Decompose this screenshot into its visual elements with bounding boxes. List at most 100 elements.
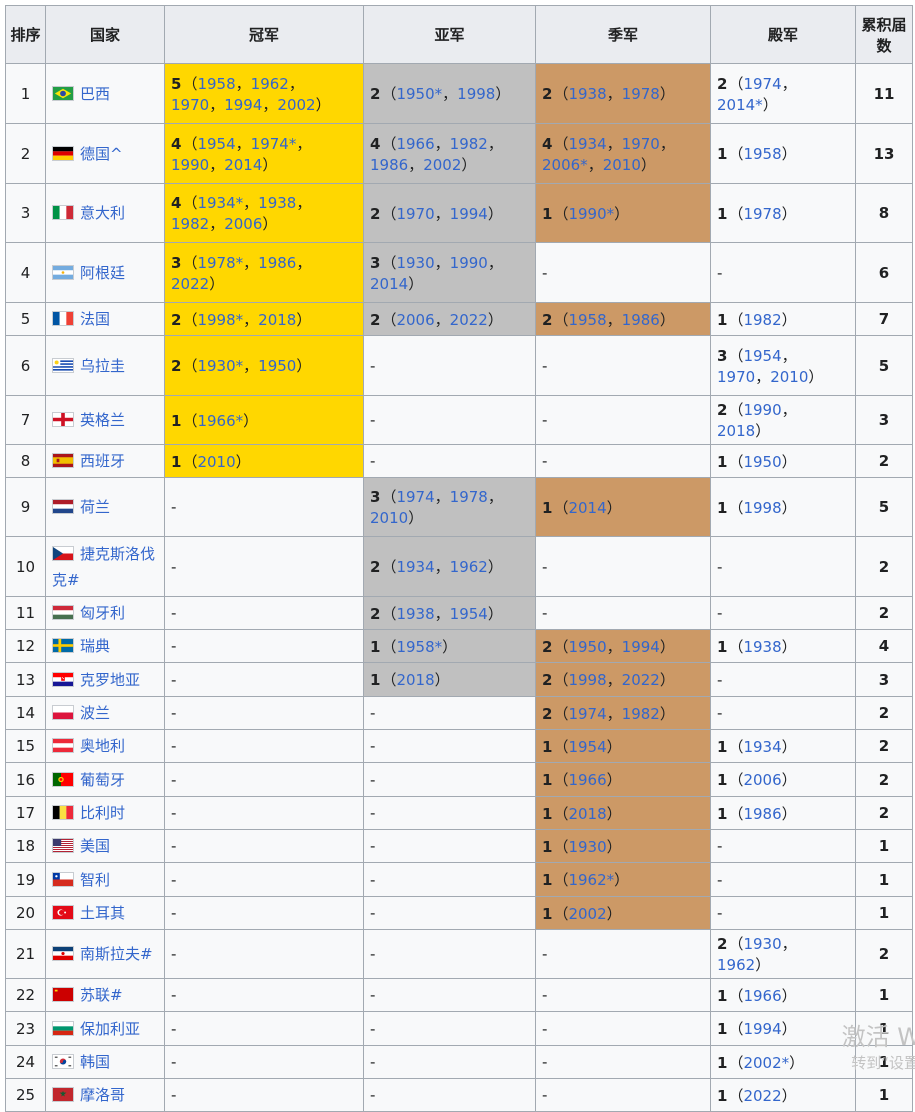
year-link[interactable]: 1958 [568,310,607,329]
year-link[interactable]: 1990 [743,401,782,419]
country-link[interactable]: 乌拉圭 [80,356,126,375]
year-link[interactable]: 1982 [621,704,660,723]
year-link[interactable]: 1982 [743,310,782,329]
year-link[interactable]: 1974 [396,488,435,506]
year-link[interactable]: 2022 [621,671,660,689]
year-link[interactable]: 1994 [743,1020,782,1038]
year-link[interactable]: 1998 [743,498,782,517]
country-link[interactable]: 奥地利 [80,737,126,755]
year-link[interactable]: 1990 [449,253,488,272]
year-link[interactable]: 1950 [743,452,782,471]
country-link[interactable]: 巴西 [80,84,111,103]
year-link[interactable]: 1934 [743,737,782,756]
country-link[interactable]: 苏联# [80,986,123,1004]
year-link[interactable]: 2018 [568,804,607,823]
year-link[interactable]: 2014* [717,95,763,114]
country-link[interactable]: 法国 [80,310,111,328]
year-link[interactable]: 1986 [370,155,409,174]
year-link[interactable]: 1930 [743,935,782,953]
country-link[interactable]: 韩国 [80,1053,111,1071]
year-link[interactable]: 1974 [743,74,782,93]
year-link[interactable]: 1994 [224,95,263,114]
year-link[interactable]: 1998 [457,85,496,103]
year-link[interactable]: 1954 [743,346,782,365]
year-link[interactable]: 2018 [258,310,297,329]
year-link[interactable]: 1978* [197,253,244,272]
year-link[interactable]: 2010 [370,509,409,527]
year-link[interactable]: 1994 [449,204,488,223]
year-link[interactable]: 2002* [743,1053,790,1072]
year-link[interactable]: 1966 [743,986,782,1005]
country-link[interactable]: 智利 [80,870,111,889]
country-link[interactable]: 阿根廷 [80,263,126,282]
year-link[interactable]: 2022 [449,310,488,329]
year-link[interactable]: 1934* [197,194,244,212]
country-link[interactable]: 美国 [80,837,111,855]
year-link[interactable]: 2010 [197,452,236,471]
country-link[interactable]: 意大利 [80,204,126,222]
year-link[interactable]: 1958* [396,637,443,656]
year-link[interactable]: 2002 [277,95,316,114]
country-link[interactable]: 保加利亚 [80,1019,141,1038]
country-link[interactable]: 波兰 [80,704,111,722]
year-link[interactable]: 1982 [171,215,210,233]
year-link[interactable]: 2006 [396,310,435,329]
year-link[interactable]: 1958 [743,145,782,163]
year-link[interactable]: 1962* [568,871,615,889]
header-rank[interactable]: 排序 [5,5,46,64]
country-link[interactable]: 西班牙 [80,452,126,470]
year-link[interactable]: 1986 [258,253,297,272]
year-link[interactable]: 1982 [449,134,488,153]
year-link[interactable]: 1990* [568,204,615,223]
year-link[interactable]: 2022 [171,274,210,293]
country-link[interactable]: 荷兰 [80,498,111,516]
year-link[interactable]: 1950 [568,637,607,656]
year-link[interactable]: 1990 [171,155,210,174]
year-link[interactable]: 1958 [197,74,236,93]
year-link[interactable]: 1974 [568,704,607,723]
year-link[interactable]: 2014 [370,274,409,293]
year-link[interactable]: 1954 [449,604,488,623]
year-link[interactable]: 1978 [621,85,660,103]
country-link[interactable]: 瑞典 [80,637,111,655]
year-link[interactable]: 1978 [449,488,488,506]
year-link[interactable]: 1934 [568,134,607,153]
header-country[interactable]: 国家 [45,5,165,64]
year-link[interactable]: 1966* [197,411,244,430]
year-link[interactable]: 1998 [568,671,607,689]
year-link[interactable]: 1962 [717,956,756,974]
year-link[interactable]: 1950 [258,357,297,375]
year-link[interactable]: 1986 [621,310,660,329]
country-link[interactable]: 匈牙利 [80,604,126,622]
year-link[interactable]: 2002 [423,155,462,174]
country-link[interactable]: 捷克斯洛伐克# [52,544,156,589]
year-link[interactable]: 1970 [717,367,756,386]
year-link[interactable]: 2006* [542,155,588,174]
year-link[interactable]: 1938 [258,194,297,212]
year-link[interactable]: 1938 [568,85,607,103]
year-link[interactable]: 1966 [568,771,607,789]
country-link[interactable]: 摩洛哥 [80,1086,126,1104]
year-link[interactable]: 2018 [396,671,435,689]
year-link[interactable]: 1930 [396,253,435,272]
header-third[interactable]: 季军 [535,5,711,64]
year-link[interactable]: 2006 [224,215,263,233]
header-total[interactable]: 累积届数 [855,5,913,64]
year-link[interactable]: 2022 [743,1086,782,1105]
year-link[interactable]: 1954 [197,134,236,153]
header-runner-up[interactable]: 亚军 [363,5,536,64]
year-link[interactable]: 1962 [449,558,488,576]
country-link[interactable]: 比利时 [80,804,126,822]
year-link[interactable]: 2014 [224,155,263,174]
year-link[interactable]: 2014 [568,498,607,517]
year-link[interactable]: 2002 [568,904,607,923]
year-link[interactable]: 1970 [396,204,435,223]
year-link[interactable]: 1954 [568,737,607,756]
year-link[interactable]: 1974* [250,134,297,153]
country-link[interactable]: 土耳其 [80,904,126,922]
year-link[interactable]: 1970 [621,134,660,153]
year-link[interactable]: 2010 [602,155,641,174]
year-link[interactable]: 1950* [396,85,443,103]
year-link[interactable]: 1934 [396,558,435,576]
country-link[interactable]: 英格兰 [80,411,126,429]
